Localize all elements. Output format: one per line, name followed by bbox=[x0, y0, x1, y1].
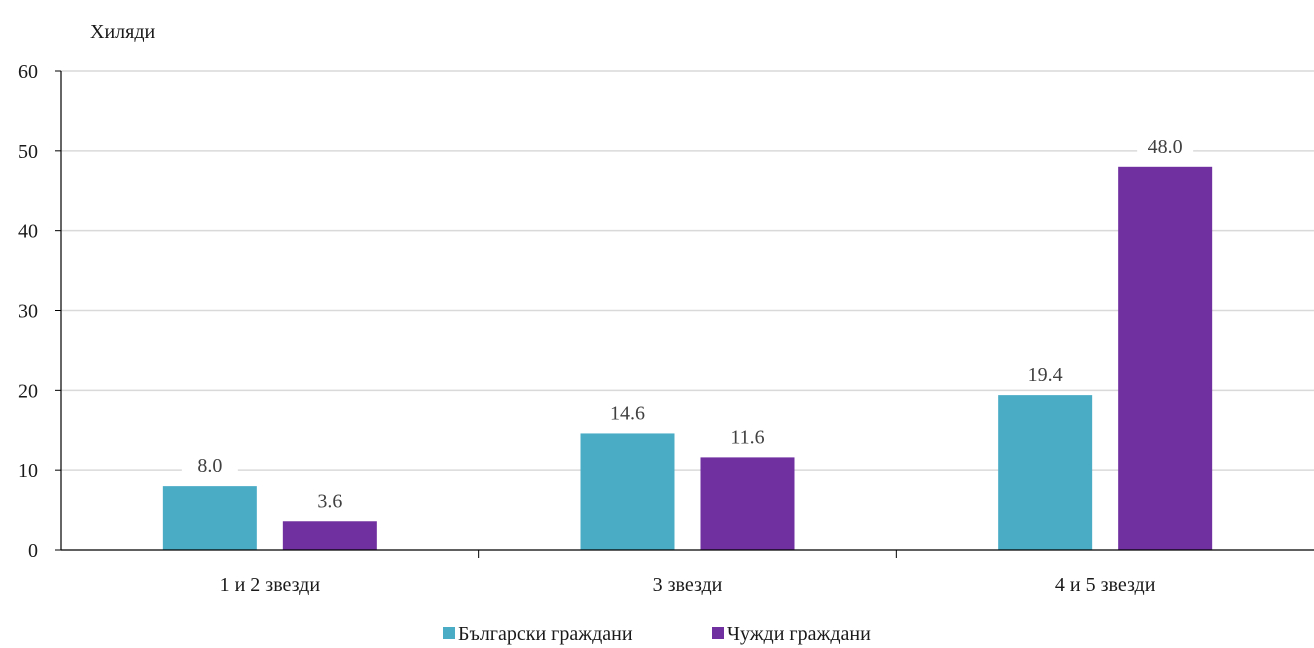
bar bbox=[580, 433, 675, 550]
gridlines bbox=[61, 70, 1314, 471]
bar bbox=[998, 395, 1093, 550]
bar bbox=[700, 457, 795, 550]
axes bbox=[60, 71, 1314, 558]
data-label-background bbox=[181, 452, 238, 479]
legend-label: Чужди граждани bbox=[727, 623, 871, 645]
data-label: 19.4 bbox=[1028, 364, 1063, 386]
y-tick-label: 30 bbox=[18, 301, 38, 323]
data-label: 48.0 bbox=[1148, 136, 1183, 158]
data-label-background bbox=[301, 487, 358, 514]
x-category-label: 1 и 2 звезди bbox=[220, 574, 321, 596]
data-label: 8.0 bbox=[197, 455, 222, 477]
bar bbox=[162, 486, 257, 550]
y-tick-label: 10 bbox=[18, 460, 38, 482]
legend-swatch bbox=[712, 627, 724, 639]
y-tick-label: 0 bbox=[28, 540, 38, 562]
y-tick-label: 50 bbox=[18, 141, 38, 163]
data-label: 14.6 bbox=[610, 402, 645, 424]
data-label: 11.6 bbox=[730, 426, 764, 448]
bar bbox=[282, 521, 377, 550]
data-label-background bbox=[1017, 361, 1074, 388]
legend-swatch bbox=[443, 627, 455, 639]
category-labels: 1 и 2 звезди 3 звезди 4 и 5 звезди bbox=[220, 574, 1156, 596]
y-tick-label: 40 bbox=[18, 221, 38, 243]
y-tick-label: 20 bbox=[18, 380, 38, 402]
bars bbox=[162, 166, 1213, 551]
legend-label: Български граждани bbox=[458, 623, 633, 645]
legend: Български граждани Чужди граждани bbox=[443, 623, 871, 645]
data-label-background bbox=[1137, 132, 1194, 159]
bar bbox=[1118, 166, 1213, 551]
y-tick-label: 60 bbox=[18, 61, 38, 83]
data-label: 3.6 bbox=[317, 490, 342, 512]
y-axis-ticks: 0 10 20 30 40 50 60 bbox=[18, 61, 61, 562]
x-category-label: 4 и 5 звезди bbox=[1055, 574, 1156, 596]
x-category-label: 3 звезди bbox=[653, 574, 723, 596]
data-label-background bbox=[719, 423, 776, 450]
data-label-background bbox=[599, 399, 656, 426]
y-axis-unit-label: Хиляди bbox=[90, 21, 156, 43]
data-labels: 8.0 3.6 14.6 11.6 19.4 48.0 bbox=[181, 132, 1194, 514]
